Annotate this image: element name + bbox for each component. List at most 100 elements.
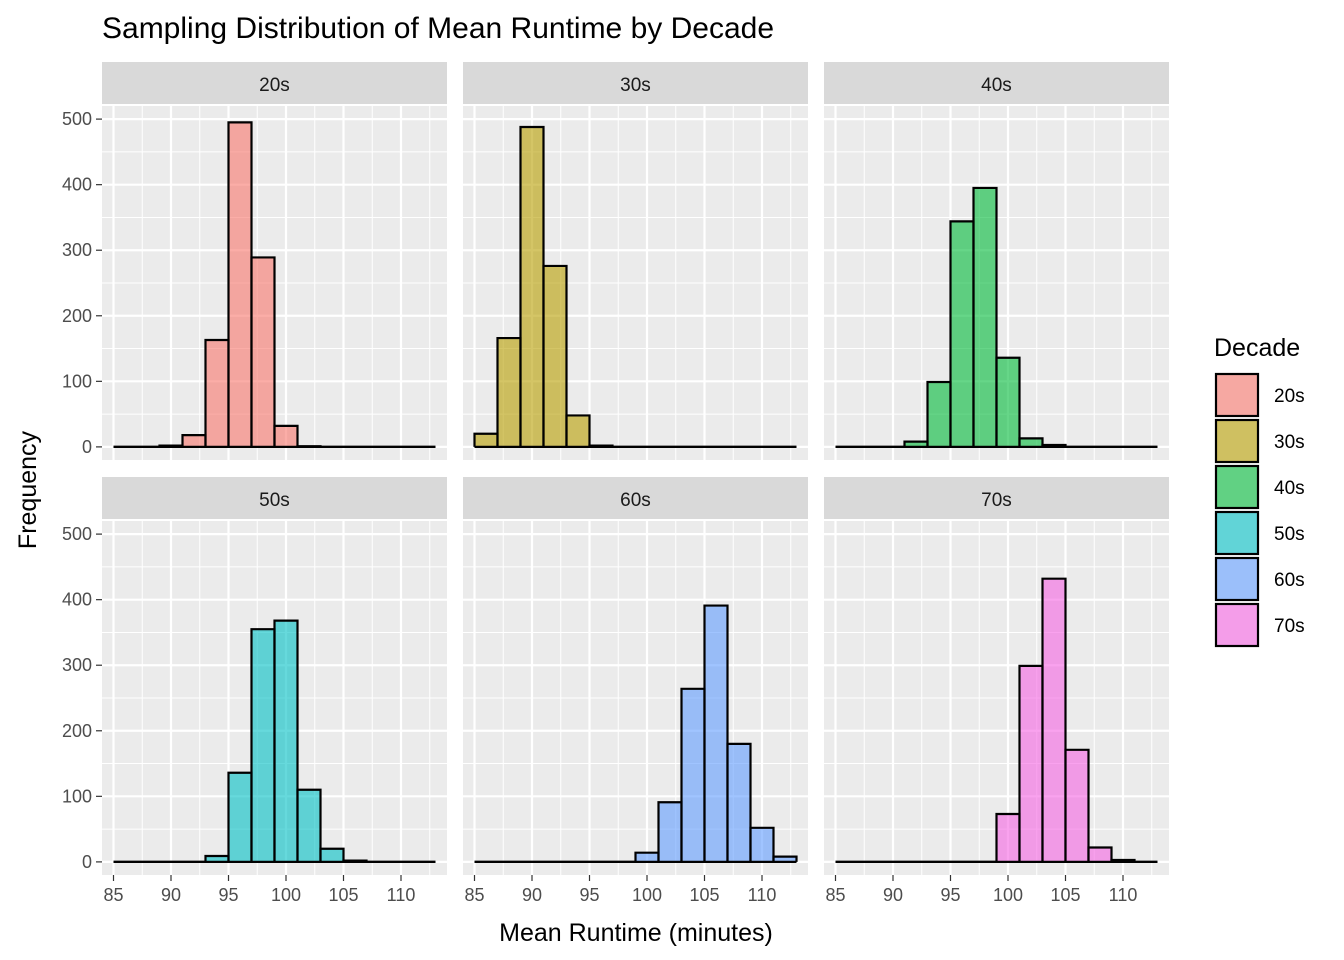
x-tick-label: 95 — [218, 885, 238, 905]
histogram-bar-outline — [703, 604, 729, 862]
x-tick-label: 85 — [103, 885, 123, 905]
histogram-bar-outline — [273, 424, 299, 447]
histogram-bar — [566, 415, 590, 447]
histogram-bar-outline — [749, 826, 775, 862]
x-tick-label: 85 — [825, 885, 845, 905]
y-axis-title: Frequency — [14, 430, 42, 549]
legend-item-60s: 60s — [1214, 556, 1305, 602]
facet-strip-label: 70s — [981, 490, 1012, 511]
x-tick-label: 100 — [271, 885, 301, 905]
facet-strip — [102, 477, 447, 519]
legend-title: Decade — [1214, 334, 1300, 362]
histogram-bar — [635, 852, 659, 862]
y-tick-label: 500 — [62, 524, 92, 544]
histogram-bar-outline — [273, 619, 299, 862]
facet-strip — [463, 62, 808, 104]
x-tick-label: 105 — [689, 885, 719, 905]
facet-panels: 20s 0 100 200 300 400 500 30s 40s 50s 0 100 200 300 40… — [62, 62, 1169, 905]
facet-strip — [463, 477, 808, 519]
histogram-bar — [658, 802, 682, 862]
legend-swatch — [1214, 556, 1260, 602]
x-tick-label: 100 — [993, 885, 1023, 905]
histogram-bar — [1088, 847, 1112, 862]
histogram-bar-outline — [250, 256, 276, 447]
x-tick-label: 110 — [1109, 885, 1138, 905]
histogram-bar — [228, 772, 252, 862]
histogram-bar — [520, 126, 544, 447]
legend-item-20s: 20s — [1214, 372, 1305, 418]
histogram-bar — [996, 814, 1020, 862]
histogram-bar — [251, 257, 275, 447]
histogram-bar-outline — [1064, 748, 1090, 862]
facet-panel-30s: 30s — [463, 62, 808, 460]
histogram-bar — [996, 357, 1020, 447]
x-tick-label: 95 — [940, 885, 960, 905]
legend-item-70s: 70s — [1214, 602, 1305, 648]
y-tick-label: 0 — [82, 437, 92, 457]
histogram-bar — [1019, 665, 1043, 862]
histogram-bar — [927, 381, 951, 447]
facet-panel-20s: 20s 0 100 200 300 400 500 — [62, 62, 447, 460]
y-tick-label: 100 — [62, 371, 92, 391]
y-tick-label: 100 — [62, 786, 92, 806]
facet-strip — [824, 62, 1169, 104]
histogram-bar-outline — [296, 788, 322, 862]
histogram-bar-outline — [1041, 577, 1067, 862]
legend-label: 20s — [1274, 386, 1305, 407]
legend-label: 60s — [1274, 570, 1305, 591]
facet-strip-label: 30s — [620, 75, 651, 96]
legend-swatch — [1214, 464, 1260, 510]
facet-panel-50s: 50s 0 100 200 300 400 500 85 90 95 100 105 110 — [62, 477, 447, 905]
facet-strip-label: 60s — [620, 490, 651, 511]
y-tick-label: 300 — [62, 655, 92, 675]
histogram-bar — [320, 848, 344, 862]
x-axis-title: Mean Runtime (minutes) — [499, 919, 773, 947]
x-tick-label: 105 — [328, 885, 358, 905]
histogram-bar — [750, 827, 774, 862]
x-tick-label: 105 — [1050, 885, 1080, 905]
legend-swatch — [1214, 372, 1260, 418]
histogram-bar-outline — [1087, 846, 1113, 862]
legend-item-30s: 30s — [1214, 418, 1305, 464]
histogram-bar — [497, 338, 521, 447]
x-tick-label: 90 — [522, 885, 542, 905]
legend-label: 70s — [1274, 616, 1305, 637]
facet-strip-label: 20s — [259, 75, 290, 96]
histogram-bar-outline — [995, 356, 1021, 447]
histogram-bar — [274, 620, 298, 862]
legend-label: 50s — [1274, 524, 1305, 545]
y-tick-label: 200 — [62, 721, 92, 741]
facet-strip — [824, 477, 1169, 519]
histogram-bar-outline — [542, 264, 568, 447]
x-tick-label: 110 — [748, 885, 777, 905]
histogram-bar — [1019, 438, 1043, 447]
legend-swatch — [1214, 510, 1260, 556]
histogram-bar — [681, 688, 705, 862]
facet-strip — [102, 62, 447, 104]
y-tick-label: 200 — [62, 306, 92, 326]
legend-swatch — [1214, 418, 1260, 464]
histogram-bar — [274, 425, 298, 447]
histogram-bar — [704, 605, 728, 862]
histogram-bar-outline — [1018, 437, 1044, 447]
y-tick-label: 400 — [62, 175, 92, 195]
histogram-bar-outline — [565, 414, 591, 447]
x-tick-label: 100 — [632, 885, 662, 905]
histogram-bar — [228, 122, 252, 447]
histogram-bar — [543, 265, 567, 447]
y-tick-label: 400 — [62, 590, 92, 610]
x-tick-label: 110 — [387, 885, 416, 905]
legend-swatch — [1214, 602, 1260, 648]
legend-label: 30s — [1274, 432, 1305, 453]
facet-panel-70s: 70s 85 90 95 100 105 110 — [824, 477, 1169, 905]
legend-item-50s: 50s — [1214, 510, 1305, 556]
facet-strip-label: 40s — [981, 75, 1012, 96]
chart-title: Sampling Distribution of Mean Runtime by… — [102, 12, 774, 45]
legend: Decade 20s 30s 40s 50s 60s 70s — [1214, 334, 1305, 648]
histogram-bar — [182, 435, 206, 447]
x-tick-label: 90 — [883, 885, 903, 905]
y-tick-label: 0 — [82, 852, 92, 872]
histogram-bar — [205, 340, 229, 447]
histogram-bar — [973, 187, 997, 447]
